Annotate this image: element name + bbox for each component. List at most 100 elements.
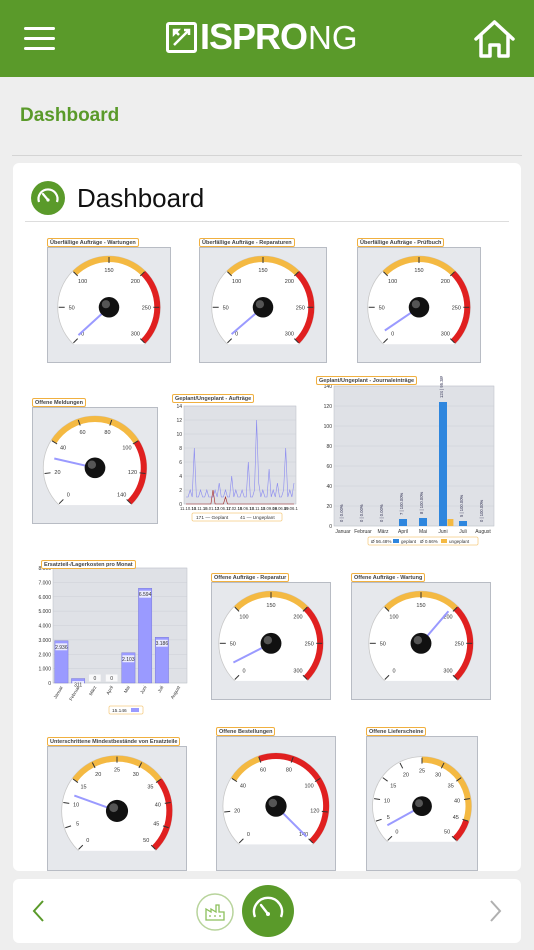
- bar-label: 311: [74, 683, 82, 689]
- gauge-band: [151, 778, 173, 851]
- gauge-tick-label: 40: [240, 783, 246, 789]
- x-tick-label: April: [398, 529, 408, 535]
- legend-avg-ungeplant: Ø 0.66%: [420, 539, 438, 544]
- widget-title: Unterschrittene Mindestbestände von Ersa…: [47, 737, 181, 746]
- gauge-tick: [452, 674, 458, 680]
- widget-title: Offene Meldungen: [32, 398, 86, 407]
- gauge-tick-label: 25: [114, 768, 120, 774]
- legend-geplant: 171 — Geplant: [196, 515, 229, 521]
- gauge-tick-label: 250: [142, 305, 151, 311]
- gauge-tick-label: 200: [443, 614, 452, 620]
- footer-nav: [13, 879, 521, 943]
- widget-title: Ersatzteil-/Lagerkosten pro Monat: [41, 560, 136, 569]
- gauge-hub: [98, 297, 120, 318]
- gauge-hub-shine: [101, 300, 111, 309]
- bar-geplant: [419, 518, 427, 526]
- gauge-widget-mindestbestaende[interactable]: Unterschrittene Mindestbestände von Ersa…: [47, 737, 187, 871]
- gauge-tick-label: 120: [310, 809, 319, 815]
- y-tick-label: 2.000: [38, 652, 51, 658]
- gauge-tick: [308, 838, 314, 844]
- gauge-hub-shine: [255, 300, 265, 309]
- gauge-tick-label: 5: [76, 822, 79, 828]
- bar-label-bg: [139, 590, 151, 598]
- legend-box: [191, 512, 283, 522]
- bar-label: 0 | 100.00%: [479, 499, 484, 522]
- gauge-base: [358, 344, 480, 362]
- bar-label-bg: [105, 674, 118, 682]
- gauge-tick: [449, 271, 455, 277]
- gauge-tick-label: 30: [133, 772, 139, 778]
- gauge-widget-offene-reparatur[interactable]: Offene Aufträge - Reparatur 0 50 100 150 200…: [211, 573, 331, 701]
- costs-chart-widget[interactable]: Ersatzteil-/Lagerkosten pro Monat 0 1.000…: [27, 560, 193, 718]
- bar-label-bg: [89, 674, 101, 682]
- gauge-tick: [73, 271, 79, 277]
- widget-title: Geplant/Ungeplant - Journaleinträge: [316, 376, 418, 385]
- gauge-panel: 0 50 100 150 200 250 300: [199, 247, 327, 363]
- gauge-tick-label: 250: [452, 305, 461, 311]
- bar-label: 0: [110, 676, 113, 682]
- bar-label: 0 | 0.00%: [359, 504, 364, 522]
- logo-text-bold: ISPRO: [200, 16, 308, 57]
- gauge-tick: [456, 777, 462, 782]
- gauge-tick-label: 5: [387, 815, 390, 821]
- series-ungeplant: [186, 489, 294, 505]
- gauge-tick: [258, 756, 262, 763]
- bar-label: 2.103: [122, 657, 135, 663]
- home-icon[interactable]: [472, 18, 517, 60]
- gauge-tick: [65, 825, 72, 829]
- x-tick-label: Januar: [53, 685, 65, 700]
- gauge-tick-label: 80: [286, 767, 292, 773]
- gauge-tick: [139, 271, 145, 277]
- journal-bar-chart: 0 20 40 60 80 100 120 140 0 | 0.00% Januar 0 | 0.0…: [324, 376, 495, 546]
- gauge-tick-label: 20: [234, 809, 240, 815]
- gauge-tick-label: 35: [448, 783, 454, 789]
- gauge-widget-wartungen[interactable]: Überfällige Aufträge - Wartungen 0 50 100 1…: [47, 238, 171, 364]
- y-tick-label: 20: [326, 504, 332, 510]
- line-chart: 0 2 4 6 8 10 12 14 11.10.1613.11.1615.01.1713.06…: [176, 404, 298, 522]
- x-tick-label: April: [105, 685, 114, 695]
- gauge-widget-meldungen[interactable]: Offene Meldungen 0 20 40 60 80 100 120 140: [32, 398, 158, 524]
- bar-geplant: [439, 402, 447, 526]
- x-tick-label: Mai: [123, 685, 131, 694]
- gauge-widget-reparaturen[interactable]: Überfällige Aufträge - Reparaturen 0 50 10…: [199, 238, 327, 364]
- gauge-widget-pruefbuch[interactable]: Überfällige Aufträge - Prüfbuch 0 50 100 15…: [357, 238, 481, 364]
- gauge-tick-label: 100: [239, 614, 248, 620]
- widget-title: Überfällige Aufträge - Prüfbuch: [357, 238, 445, 247]
- card-title: Dashboard: [77, 183, 205, 213]
- gauge-tick-label: 250: [305, 641, 314, 647]
- speedometer-icon[interactable]: [241, 884, 295, 938]
- gauge-tick-label: 200: [131, 279, 140, 285]
- y-tick-label: 140: [324, 384, 333, 390]
- widget-title: Offene Lieferscheine: [366, 727, 427, 736]
- x-tick-label: Juni: [438, 529, 447, 535]
- line-chart-widget[interactable]: Geplant/Ungeplant - Aufträge 0 2 4 6 8 10 12 14…: [172, 394, 298, 526]
- chevron-left-icon[interactable]: [27, 895, 51, 927]
- gauge-tick-label: 15: [390, 783, 396, 789]
- card-header: Dashboard: [13, 163, 521, 223]
- widget-title: Offene Bestellungen: [216, 727, 276, 736]
- hamburger-icon[interactable]: [24, 27, 55, 50]
- gauge-widget-lieferscheine[interactable]: Offene Lieferscheine 0 5 10 15 20 25 30 35 40 45 5…: [366, 727, 478, 871]
- widget-title: Geplant/Ungeplant - Aufträge: [172, 394, 255, 403]
- bar-label: 3.186: [156, 641, 169, 647]
- gauge-tick-label: 100: [305, 783, 314, 789]
- gauge-tick: [139, 338, 145, 344]
- top-bar: ISPRO NG: [0, 0, 534, 77]
- y-tick-label: 4: [179, 474, 182, 480]
- gauge-tick-label: 40: [454, 799, 460, 805]
- journal-chart-widget[interactable]: Geplant/Ungeplant - Journaleinträge 0 20 4…: [316, 376, 496, 548]
- factory-icon[interactable]: [196, 893, 234, 931]
- gauge-panel: 0 5 10 15 20 25 30 35 40 45 50: [366, 736, 478, 871]
- chevron-right-icon[interactable]: [483, 895, 507, 927]
- gauge-tick-label: 100: [389, 614, 398, 620]
- gauge-tick: [238, 838, 244, 844]
- gauge-tick-label: 300: [443, 668, 452, 674]
- gauge-tick: [227, 271, 233, 277]
- y-tick-label: 3.000: [38, 638, 51, 644]
- gauge-tick: [139, 472, 146, 474]
- gauge-tick-label: 120: [128, 470, 137, 476]
- gauge-tick: [162, 825, 169, 829]
- gauge-widget-offene-wartung[interactable]: Offene Aufträge - Wartung 0 50 100 150 200 25…: [351, 573, 491, 701]
- gauge-tick: [51, 440, 58, 445]
